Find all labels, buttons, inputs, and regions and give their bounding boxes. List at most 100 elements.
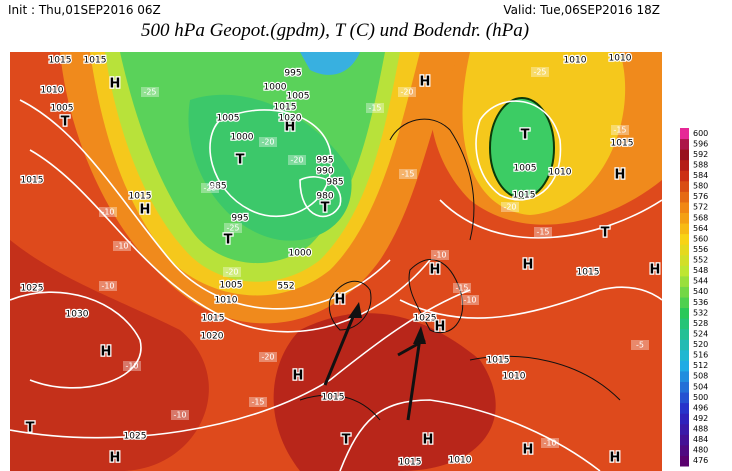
- colorbar-label: 544: [693, 277, 708, 286]
- temperature-label: -20: [501, 202, 519, 212]
- temperature-box: [366, 103, 384, 113]
- colorbar-segment: [680, 444, 689, 456]
- temperature-box: [171, 410, 189, 420]
- colorbar-segment: [680, 244, 689, 256]
- colorbar-label: 492: [693, 414, 708, 423]
- temperature-box: [531, 67, 549, 77]
- temperature-label: -10: [461, 295, 479, 305]
- colorbar-label: 596: [693, 139, 708, 148]
- pressure-center: H: [110, 77, 121, 92]
- isobar-label: 1005: [217, 114, 240, 124]
- temperature-label: -10: [99, 207, 117, 217]
- isobar-label: 985: [326, 178, 343, 188]
- isobar-label: 1000: [264, 83, 287, 93]
- temperature-box: [224, 223, 242, 233]
- temperature-box: [99, 207, 117, 217]
- temperature-label: -25: [531, 67, 549, 77]
- colorbar-segment: [680, 360, 689, 372]
- colorbar-label: 500: [693, 393, 708, 402]
- temperature-label: -20: [398, 87, 416, 97]
- isobar-label: 1015: [611, 139, 634, 149]
- temperature-label: -25: [224, 223, 242, 233]
- temperature-text: -25: [203, 184, 216, 193]
- temperature-label: -15: [453, 283, 471, 293]
- temperature-text: -20: [261, 353, 274, 362]
- pressure-center: H: [293, 369, 304, 384]
- temperature-label: -15: [611, 125, 629, 135]
- pressure-center: H: [615, 168, 626, 183]
- temperature-text: -20: [400, 88, 413, 97]
- colorbar-label: 496: [693, 403, 708, 412]
- isobar-label: 1005: [514, 164, 537, 174]
- pressure-center: T: [601, 226, 610, 241]
- temperature-box: [453, 283, 471, 293]
- colorbar-segment: [680, 413, 689, 425]
- temperature-text: -10: [115, 242, 128, 251]
- colorbar-label: 508: [693, 372, 708, 381]
- colorbar-label: 556: [693, 245, 708, 254]
- isobar-label: 1015: [322, 393, 345, 403]
- isobar-label: 1015: [21, 176, 44, 186]
- colorbar-segment: [680, 138, 689, 150]
- colorbar-segment: [680, 128, 689, 140]
- temperature-box: [223, 267, 241, 277]
- temperature-label: -20: [259, 352, 277, 362]
- colorbar-segment: [680, 318, 689, 330]
- colorbar-segment: [680, 434, 689, 446]
- pressure-center: H: [140, 203, 151, 218]
- pressure-center: H: [430, 263, 441, 278]
- pressure-center: T: [236, 153, 245, 168]
- temperature-label: -25: [141, 87, 159, 97]
- temperature-text: -10: [101, 282, 114, 291]
- temperature-box: [259, 137, 277, 147]
- pressure-center: H: [420, 75, 431, 90]
- temperature-label: -15: [249, 397, 267, 407]
- temperature-label: -10: [541, 438, 559, 448]
- temperature-label: -10: [431, 250, 449, 260]
- colorbar-segment: [680, 233, 689, 245]
- temperature-box: [113, 241, 131, 251]
- colorbar-segment: [680, 201, 689, 213]
- isobar-label: 995: [316, 156, 333, 166]
- map-title: 500 hPa Geopot.(gpdm), T (C) und Bodendr…: [141, 20, 529, 41]
- temperature-text: -10: [101, 208, 114, 217]
- temperature-box: [399, 169, 417, 179]
- pressure-center: T: [321, 201, 330, 216]
- isobar-label: 1030: [66, 310, 89, 320]
- colorbar-label: 568: [693, 213, 708, 222]
- temperature-box: [123, 361, 141, 371]
- isobar-label: 990: [316, 167, 333, 177]
- isobar-label: 1015: [49, 56, 72, 66]
- isobar-label: 1015: [399, 458, 422, 468]
- isobar-label: 552: [277, 282, 294, 292]
- colorbar-label: 584: [693, 171, 708, 180]
- temperature-text: -25: [143, 88, 156, 97]
- pressure-center: H: [110, 451, 121, 466]
- pressure-center: H: [435, 320, 446, 335]
- colorbar-segment: [680, 265, 689, 277]
- temperature-text: -10: [433, 251, 446, 260]
- colorbar-segment: [680, 223, 689, 235]
- temperature-text: -10: [125, 362, 138, 371]
- pressure-center: H: [101, 345, 112, 360]
- temperature-box: [259, 352, 277, 362]
- temperature-label: -15: [399, 169, 417, 179]
- colorbar-label: 560: [693, 234, 708, 243]
- colorbar-label: 488: [693, 425, 708, 434]
- isobar-label: 1025: [124, 432, 147, 442]
- colorbar-label: 524: [693, 329, 708, 338]
- colorbar-label: 512: [693, 361, 708, 370]
- isobar-label: 1015: [577, 268, 600, 278]
- temperature-box: [141, 87, 159, 97]
- isobar-label: 1020: [201, 332, 224, 342]
- colorbar-segment: [680, 149, 689, 161]
- temperature-box: [288, 155, 306, 165]
- colorbar-label: 520: [693, 340, 708, 349]
- isobar-label: 1015: [487, 356, 510, 366]
- temperature-label: -5: [631, 340, 649, 350]
- temperature-text: -15: [401, 170, 414, 179]
- colorbar-segment: [680, 191, 689, 203]
- temperature-label: -10: [123, 361, 141, 371]
